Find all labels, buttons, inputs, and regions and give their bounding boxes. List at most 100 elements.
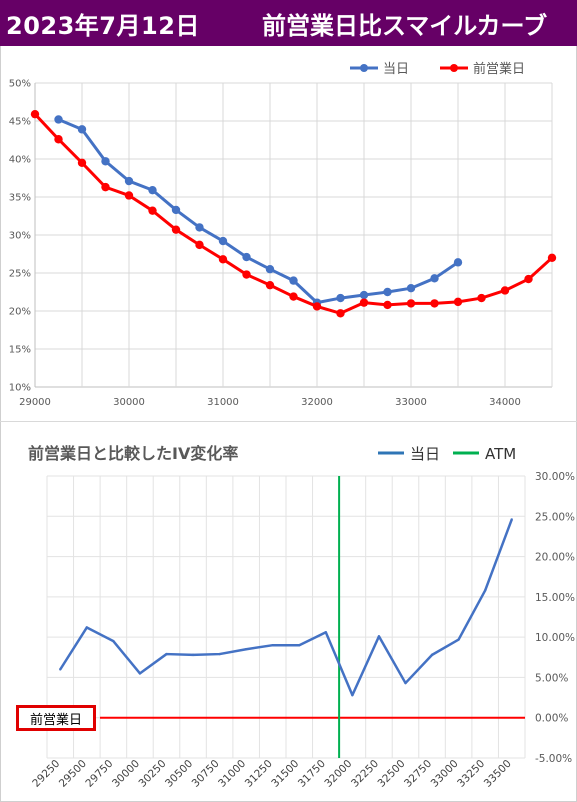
series-point-1 (77, 158, 87, 167)
x-tick-label: 32000 (322, 758, 354, 790)
series-point-today (271, 644, 274, 647)
series-point-today (510, 518, 513, 521)
x-tick-label: 31250 (243, 758, 275, 790)
x-tick-label: 34000 (489, 397, 521, 408)
x-tick-label: 32750 (402, 758, 434, 790)
x-tick-label: 29000 (19, 397, 51, 408)
chart2-series (59, 476, 525, 758)
series-point-1 (359, 298, 369, 307)
series-point-1 (383, 300, 392, 310)
legend-today-marker (360, 64, 368, 72)
smile-curve-chart: 10% 15% 20% 25% 30% 35% 40% 45% 50% 29000 30000 31… (9, 61, 557, 408)
series-point-0 (54, 115, 63, 124)
legend-prev-label: 前営業日 (473, 61, 525, 77)
series-point-1 (124, 191, 134, 200)
chart2-x-ticks: 2925029500297503000030250305003075031000… (30, 758, 514, 790)
series-point-today (85, 626, 89, 629)
series-point-today (430, 653, 434, 657)
y-tick-label: 5.00% (535, 672, 568, 684)
series-point-0 (77, 125, 87, 134)
chart1-legend: 当日 前営業日 (350, 61, 525, 77)
y-tick-label: 25% (9, 269, 31, 280)
x-tick-label: 30250 (137, 758, 169, 790)
series-point-today (59, 668, 62, 671)
x-tick-label: 32250 (349, 758, 381, 790)
series-point-1 (171, 225, 181, 234)
baseline-label: 前営業日 (29, 712, 82, 728)
series-point-0 (242, 252, 251, 262)
y-tick-label: 20.00% (535, 552, 575, 564)
series-point-0 (265, 265, 275, 274)
series-point-0 (383, 287, 392, 297)
series-point-today (404, 681, 407, 685)
series-point-1 (289, 292, 298, 301)
x-tick-label: 30500 (163, 758, 195, 790)
series-point-1 (30, 109, 40, 119)
series-point-0 (195, 223, 204, 232)
baseline-label-box: 前営業日 (16, 705, 96, 731)
series-point-today (191, 653, 195, 657)
y-tick-label: 0.00% (535, 713, 568, 725)
series-line-today (59, 519, 513, 697)
x-tick-label: 29250 (30, 758, 62, 790)
series-point-0 (218, 236, 228, 246)
x-tick-label: 30750 (190, 758, 222, 790)
series-point-1 (312, 302, 322, 311)
series-point-1 (265, 280, 275, 290)
series-point-0 (430, 274, 439, 283)
series-point-0 (336, 293, 345, 303)
x-tick-label: 31500 (269, 758, 301, 790)
chart1-series (30, 109, 557, 318)
series-point-today (377, 635, 381, 638)
series-point-0 (359, 290, 369, 300)
y-tick-label: 30% (9, 231, 31, 242)
series-point-0 (148, 185, 157, 195)
legend-today-label: 当日 (383, 62, 409, 77)
series-point-0 (124, 176, 134, 186)
y-tick-label: 25.00% (535, 511, 575, 523)
y-tick-label: 10% (9, 383, 31, 394)
y-tick-label: 40% (9, 155, 31, 166)
series-point-1 (54, 135, 63, 144)
series-point-today (298, 644, 301, 647)
chart1-y-ticks: 10% 15% 20% 25% 30% 35% 40% 45% 50% (9, 79, 31, 394)
y-tick-label: 50% (9, 79, 31, 90)
x-tick-label: 31000 (216, 758, 248, 790)
chart1-x-ticks: 29000 30000 31000 32000 33000 34000 (19, 397, 521, 408)
x-tick-label: 29500 (57, 758, 89, 790)
y-tick-label: 15% (9, 345, 31, 356)
iv-change-chart: 30.00% 25.00% 20.00% 15.00% 10.00% 5.00% 0.00%… (30, 445, 575, 790)
legend-prev-marker (450, 64, 458, 72)
series-point-today (138, 672, 142, 675)
series-point-1 (406, 299, 416, 308)
series-point-today (244, 648, 248, 651)
chart2-title: 前営業日と比較したIV変化率 (28, 444, 239, 463)
y-tick-label: 30.00% (535, 471, 575, 483)
series-line-0 (57, 118, 459, 305)
series-point-0 (453, 258, 463, 267)
chart-divider (0, 421, 577, 422)
series-point-today (165, 652, 168, 656)
series-point-today (457, 638, 460, 641)
x-tick-label: 30000 (110, 758, 142, 790)
x-tick-label: 32000 (301, 397, 333, 408)
series-point-today (351, 693, 354, 697)
header-date: 2023年7月12日 (6, 12, 200, 40)
series-point-0 (101, 157, 110, 166)
series-point-1 (336, 309, 345, 318)
series-point-1 (148, 206, 157, 215)
series-point-0 (289, 276, 298, 285)
x-tick-label: 33250 (455, 758, 487, 790)
chart2-y-ticks: 30.00% 25.00% 20.00% 15.00% 10.00% 5.00% 0.00%… (535, 471, 575, 765)
series-point-1 (195, 240, 204, 250)
y-tick-label: 45% (9, 117, 31, 128)
y-tick-label: -5.00% (535, 753, 572, 765)
y-tick-label: 15.00% (535, 592, 575, 604)
x-tick-label: 31000 (207, 397, 239, 408)
x-tick-label: 31750 (296, 758, 328, 790)
header-title: 前営業日比スマイルカーブ (262, 12, 548, 40)
x-tick-label: 30000 (113, 397, 145, 408)
x-tick-label: 33000 (395, 397, 427, 408)
y-tick-label: 35% (9, 193, 31, 204)
legend2-today-label: 当日 (410, 445, 440, 463)
